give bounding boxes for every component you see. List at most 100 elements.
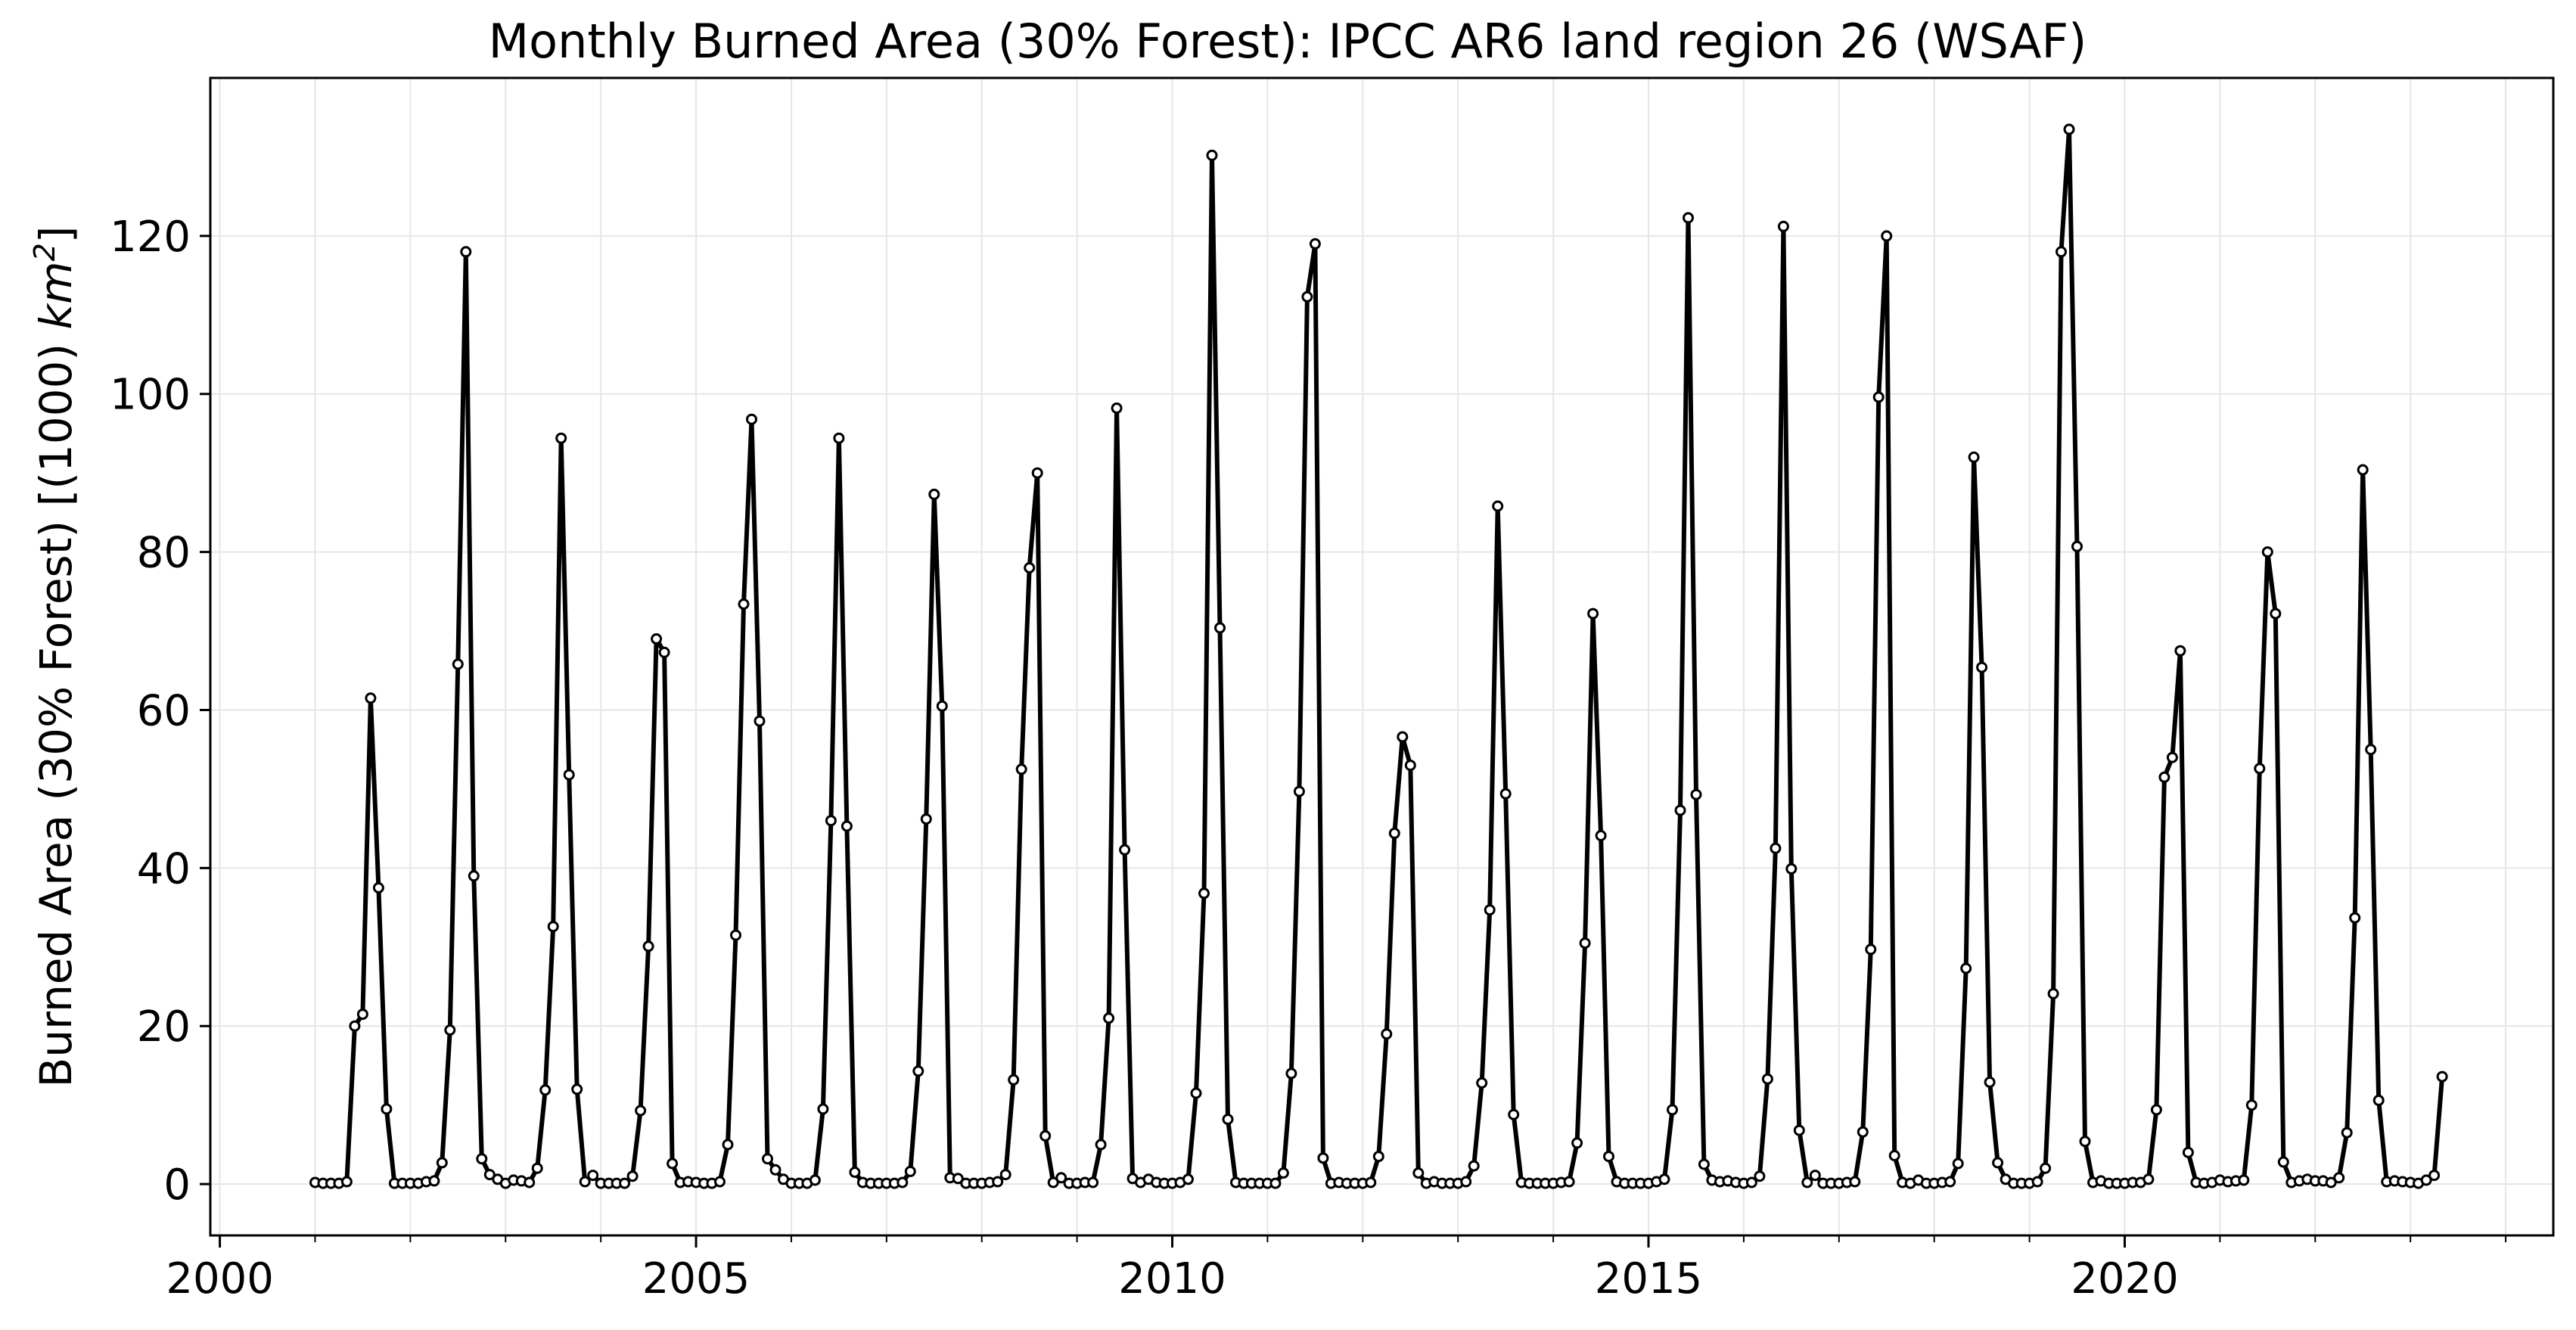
x-tick-labels: 2000 2005 2010 2015 2020 [166, 1254, 2178, 1304]
data-point [2365, 744, 2377, 756]
data-point [769, 1164, 782, 1176]
data-point [635, 1105, 647, 1117]
data-point [952, 1173, 964, 1185]
data-point [2349, 912, 2361, 924]
data-point [2436, 1071, 2448, 1083]
data-point [1745, 1176, 1757, 1189]
data-point [1658, 1173, 1670, 1186]
data-point [746, 413, 757, 425]
data-point [1952, 1158, 1964, 1170]
data-point [1381, 1028, 1393, 1040]
data-point [1031, 467, 1043, 479]
data-point [619, 1177, 631, 1189]
data-point [1698, 1158, 1710, 1170]
data-point [349, 1020, 361, 1032]
data-point [579, 1176, 591, 1188]
data-point [754, 715, 766, 727]
y-tick-label: 20 [137, 1002, 191, 1052]
data-point [1508, 1108, 1520, 1120]
data-point [2040, 1162, 2052, 1174]
data-point [992, 1176, 1004, 1188]
data-point [1015, 763, 1027, 775]
data-point [1667, 1104, 1678, 1116]
data-point [1754, 1170, 1766, 1182]
data-point [1976, 661, 1988, 673]
data-point [1984, 1076, 1996, 1088]
y-tick-label: 40 [137, 844, 191, 893]
data-point [1587, 608, 1599, 620]
data-point [1214, 622, 1226, 634]
data-point [1293, 785, 1305, 797]
data-point [904, 1165, 916, 1177]
x-tick-label: 2005 [642, 1254, 750, 1304]
data-point [2079, 1136, 2091, 1148]
data-point [1785, 862, 1798, 875]
data-point [2420, 1174, 2432, 1186]
data-point [825, 815, 837, 827]
data-point [1024, 562, 1036, 573]
data-point [651, 633, 663, 645]
series-line [315, 126, 2445, 1186]
data-point [626, 1170, 639, 1182]
data-point [896, 1176, 909, 1189]
x-tick-label: 2000 [166, 1254, 274, 1304]
data-point [1182, 1173, 1194, 1186]
x-tick-label: 2010 [1118, 1254, 1226, 1304]
data-point [841, 820, 853, 832]
y-tick-label: 120 [110, 213, 191, 262]
data-point [730, 929, 741, 941]
data-point [2056, 246, 2067, 258]
data-point [1277, 1167, 1289, 1179]
data-point [2182, 1146, 2194, 1158]
data-point [468, 870, 480, 882]
data-point [1412, 1167, 1425, 1179]
y-axis-label-unit: km [30, 261, 82, 329]
data-point [2325, 1176, 2337, 1189]
data-point [1888, 1150, 1900, 1161]
data-point [2158, 771, 2170, 783]
data-point [1047, 1176, 1059, 1189]
data-point [1269, 1177, 1282, 1189]
data-point [1809, 1170, 1821, 1182]
data-point [1579, 937, 1591, 949]
data-point [2341, 1126, 2353, 1139]
data-point [381, 1103, 393, 1115]
data-point [1087, 1176, 1099, 1189]
data-point [1960, 962, 1972, 974]
data-point [920, 813, 932, 825]
series-burned-area [309, 123, 2448, 1189]
data-point [1674, 804, 1686, 816]
data-point [1690, 788, 1702, 800]
data-point [1595, 830, 1607, 841]
data-point [2277, 1156, 2289, 1168]
data-point [1484, 904, 1496, 916]
data-point [1603, 1151, 1614, 1163]
y-tick-label: 100 [110, 371, 191, 420]
data-point [658, 646, 670, 658]
data-point [2245, 1099, 2257, 1111]
x-tick-label: 2015 [1595, 1254, 1703, 1304]
data-point [444, 1024, 456, 1036]
data-point [372, 882, 384, 893]
data-point [1872, 391, 1885, 403]
data-point [1397, 731, 1409, 743]
grid-lines [210, 78, 2553, 1235]
data-point [912, 1065, 924, 1077]
data-point [547, 921, 559, 933]
data-point [1388, 827, 1400, 839]
data-point [1055, 1172, 1067, 1184]
data-point [928, 488, 940, 500]
data-point [1468, 1160, 1480, 1172]
data-point [2270, 608, 2282, 620]
data-point [1190, 1087, 1202, 1099]
data-point [1571, 1137, 1583, 1149]
data-point [738, 598, 750, 610]
data-point [1111, 402, 1123, 414]
data-point [1770, 842, 1782, 854]
data-point [539, 1084, 552, 1096]
data-point [365, 692, 377, 704]
x-tick-label: 2020 [2071, 1254, 2179, 1304]
data-point [2357, 464, 2369, 476]
data-point [1309, 238, 1321, 250]
data-point [1206, 149, 1218, 161]
